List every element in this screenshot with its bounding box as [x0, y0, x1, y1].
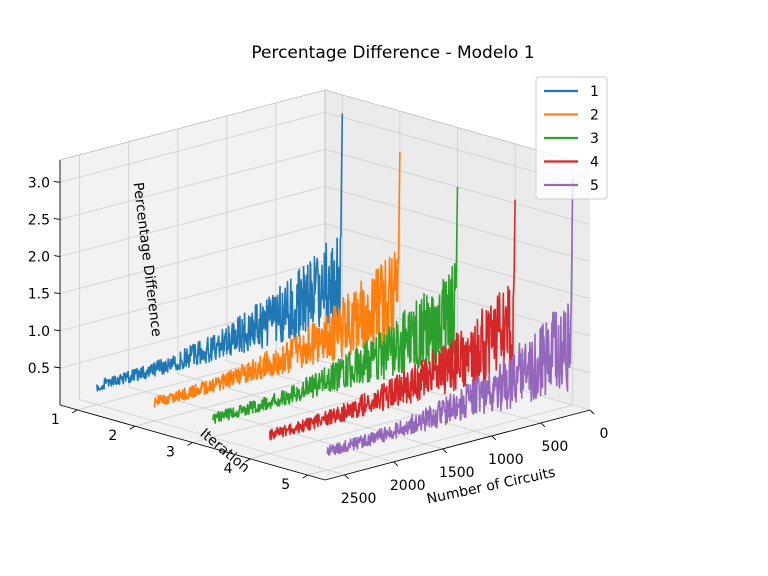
x-gridline: [226, 115, 493, 437]
x-tick-mark: [442, 448, 448, 454]
x-tick-label: 0: [600, 426, 609, 442]
series-line-3: [211, 186, 459, 424]
iteration-tick-label: 5: [281, 477, 290, 493]
x-tick-mark: [540, 422, 546, 428]
tick-labels: 0 500 1000 1500 2000 2500 1 2 3 4 5 0.5 1.0 1.5 2.0 2.5…: [28, 175, 609, 507]
z-tick-label: 1.0: [28, 324, 50, 340]
z-tick-label: 2.0: [28, 250, 50, 266]
z-tick-mark: [53, 255, 61, 257]
x-tick-label: 1500: [439, 465, 475, 481]
iteration-tick-label: 1: [51, 412, 60, 428]
x-gridline: [128, 141, 394, 463]
legend-label-3: 3: [590, 131, 599, 147]
x-gridline: [79, 154, 345, 476]
legend-label-5: 5: [590, 178, 599, 194]
series-lines: [96, 113, 574, 456]
x-axis-line: [324, 409, 591, 481]
series-line-1: [96, 113, 344, 392]
iteration-tick-label: 2: [108, 428, 117, 444]
iteration-tick-mark: [187, 442, 193, 446]
z-tick-mark: [53, 329, 61, 332]
z-tick-mark: [53, 292, 61, 295]
x-tick-label: 1000: [488, 452, 524, 468]
series-line-5: [326, 178, 574, 456]
z-tick-mark: [53, 180, 61, 183]
legend: 1 2 3 4 5: [535, 76, 608, 200]
z-tick-label: 2.5: [28, 212, 50, 228]
x-tick-label: 2500: [341, 491, 377, 507]
z-tick-label: 0.5: [28, 361, 50, 377]
x-tick-label: 500: [542, 439, 569, 455]
z-tick-label: 3.0: [28, 175, 50, 191]
iteration-tick-label: 3: [166, 445, 175, 461]
x-tick-mark: [589, 409, 595, 415]
legend-label-4: 4: [590, 155, 599, 171]
x-tick-mark: [393, 461, 399, 467]
iteration-tick-mark: [72, 409, 78, 414]
legend-label-1: 1: [590, 84, 599, 100]
z-tick-mark: [53, 217, 61, 220]
series-line-2: [153, 151, 401, 408]
iteration-tick-label: 4: [224, 461, 233, 477]
chart-title: Percentage Difference - Modelo 1: [251, 43, 534, 63]
x-gridline: [275, 103, 542, 424]
x-tick-mark: [344, 474, 349, 480]
x-tick-mark: [491, 435, 497, 441]
z-tick-label: 1.5: [28, 287, 50, 303]
series-line-4: [268, 199, 516, 441]
z-tick-mark: [53, 366, 61, 369]
x-gridline: [177, 128, 443, 450]
iteration-tick-mark: [244, 458, 251, 463]
iteration-tick-mark: [129, 425, 136, 430]
x-tick-label: 2000: [390, 478, 426, 494]
legend-label-2: 2: [590, 108, 599, 124]
iteration-tick-mark: [302, 474, 308, 479]
